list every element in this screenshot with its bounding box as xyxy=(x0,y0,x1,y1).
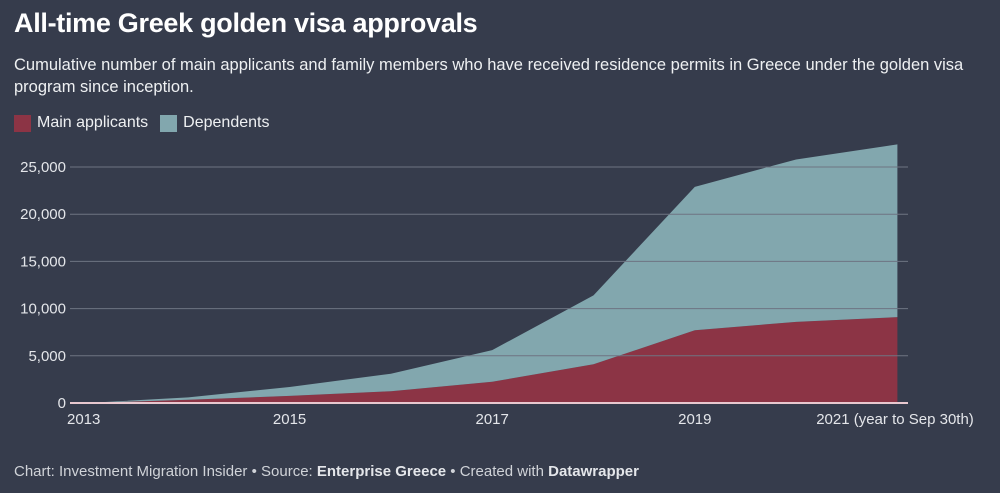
legend-item-dependents: Dependents xyxy=(160,114,269,132)
x-tick-label: 2019 xyxy=(678,411,711,428)
footer-credit: Chart: Investment Migration Insider • So… xyxy=(14,463,317,480)
x-tick-label: 2017 xyxy=(476,411,509,428)
legend: Main applicants Dependents xyxy=(14,114,269,132)
y-tick-label: 20,000 xyxy=(20,206,66,223)
y-tick-label: 15,000 xyxy=(20,253,66,270)
chart-footer: Chart: Investment Migration Insider • So… xyxy=(14,463,639,480)
legend-label-dependents: Dependents xyxy=(183,114,270,131)
legend-item-main: Main applicants xyxy=(14,114,148,132)
footer-source: Enterprise Greece xyxy=(316,463,447,480)
footer-tool: Datawrapper xyxy=(548,463,639,480)
x-tick-label: 2021 (year to Sep 30th) xyxy=(816,411,974,428)
legend-label-main: Main applicants xyxy=(37,114,149,131)
legend-swatch-dependents xyxy=(160,114,178,132)
chart-subtitle: Cumulative number of main applicants and… xyxy=(14,56,964,96)
y-tick-label: 25,000 xyxy=(20,159,66,176)
footer-created: • Created with xyxy=(446,463,549,480)
legend-swatch-main xyxy=(14,114,31,132)
y-tick-label: 0 xyxy=(58,395,66,412)
x-tick-label: 2013 xyxy=(67,411,100,428)
chart-title: All-time Greek golden visa approvals xyxy=(14,8,478,38)
area-main-applicants xyxy=(87,317,898,403)
x-tick-label: 2015 xyxy=(273,411,306,428)
area-dependents xyxy=(87,144,898,403)
y-tick-label: 5,000 xyxy=(28,348,66,365)
y-tick-label: 10,000 xyxy=(20,301,66,318)
